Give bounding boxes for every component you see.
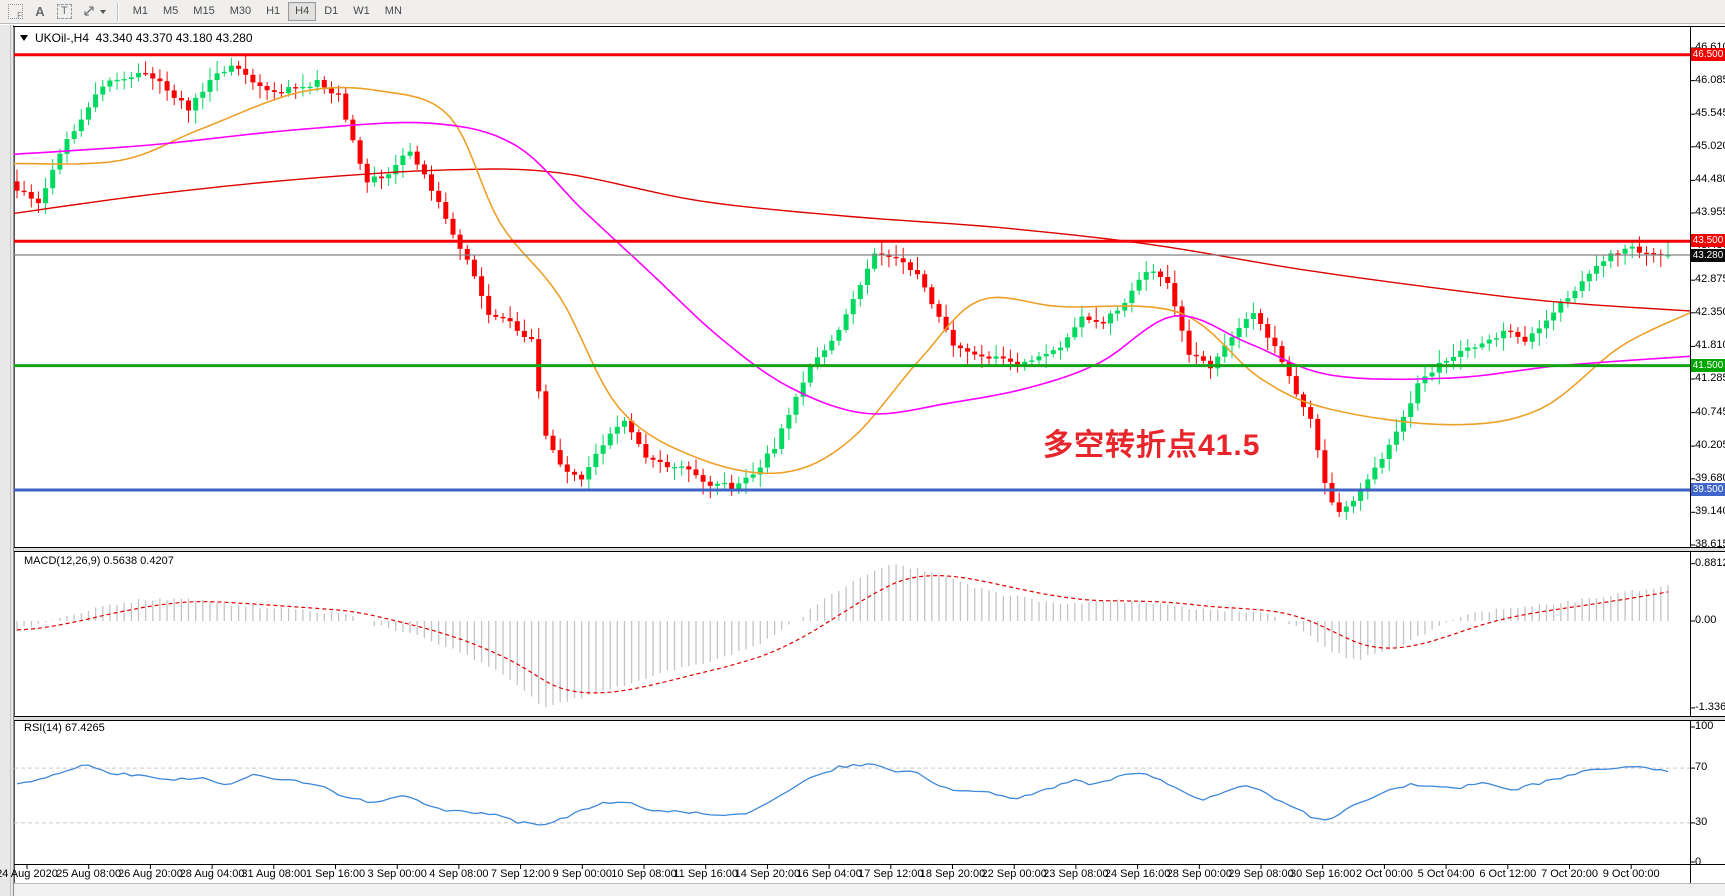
rsi-indicator-label: RSI(14) 67.4265 — [24, 722, 105, 734]
letter-a-icon: A — [35, 4, 45, 19]
arrows-icon — [84, 6, 94, 16]
timeframe-button-mn[interactable]: MN — [384, 5, 402, 17]
letter-t-icon: T — [57, 4, 72, 19]
grid-f-icon: F — [8, 4, 23, 20]
timeframe-button-d1[interactable]: D1 — [324, 5, 339, 17]
timeframe-toolbar: M1 M5 M15 M30 H1 H4 D1 W1 MN — [126, 2, 409, 21]
timeframe-button-m1[interactable]: M1 — [132, 5, 149, 17]
timeframe-button-h4[interactable]: H4 — [288, 2, 317, 21]
toolbar-separator — [116, 2, 119, 21]
timeframe-button-h1[interactable]: H1 — [266, 5, 281, 17]
chart-title-text: UKOil-,H4 43.340 43.370 43.180 43.280 — [35, 31, 253, 45]
timeframe-button-m15[interactable]: M15 — [193, 5, 215, 17]
chart-annotation-text[interactable]: 多空转折点41.5 — [1043, 429, 1261, 462]
collapse-triangle-icon[interactable] — [20, 35, 28, 41]
chart-title: UKOil-,H4 43.340 43.370 43.180 43.280 — [20, 31, 253, 45]
dropdown-caret-icon — [99, 9, 106, 14]
timeframe-button-w1[interactable]: W1 — [353, 5, 370, 17]
main-toolbar: F A T M1 M5 M15 M30 H1 H4 D1 W1 MN — [0, 0, 1725, 24]
cursor-mode-button[interactable] — [78, 2, 110, 22]
text-box-tool-button[interactable]: T — [53, 2, 76, 22]
timeframe-button-m30[interactable]: M30 — [229, 5, 252, 17]
expert-grid-button[interactable]: F — [4, 2, 27, 22]
text-label-tool-button[interactable]: A — [29, 2, 51, 22]
timeframe-button-m5[interactable]: M5 — [163, 5, 179, 17]
macd-indicator-label: MACD(12,26,9) 0.5638 0.4207 — [24, 555, 174, 567]
